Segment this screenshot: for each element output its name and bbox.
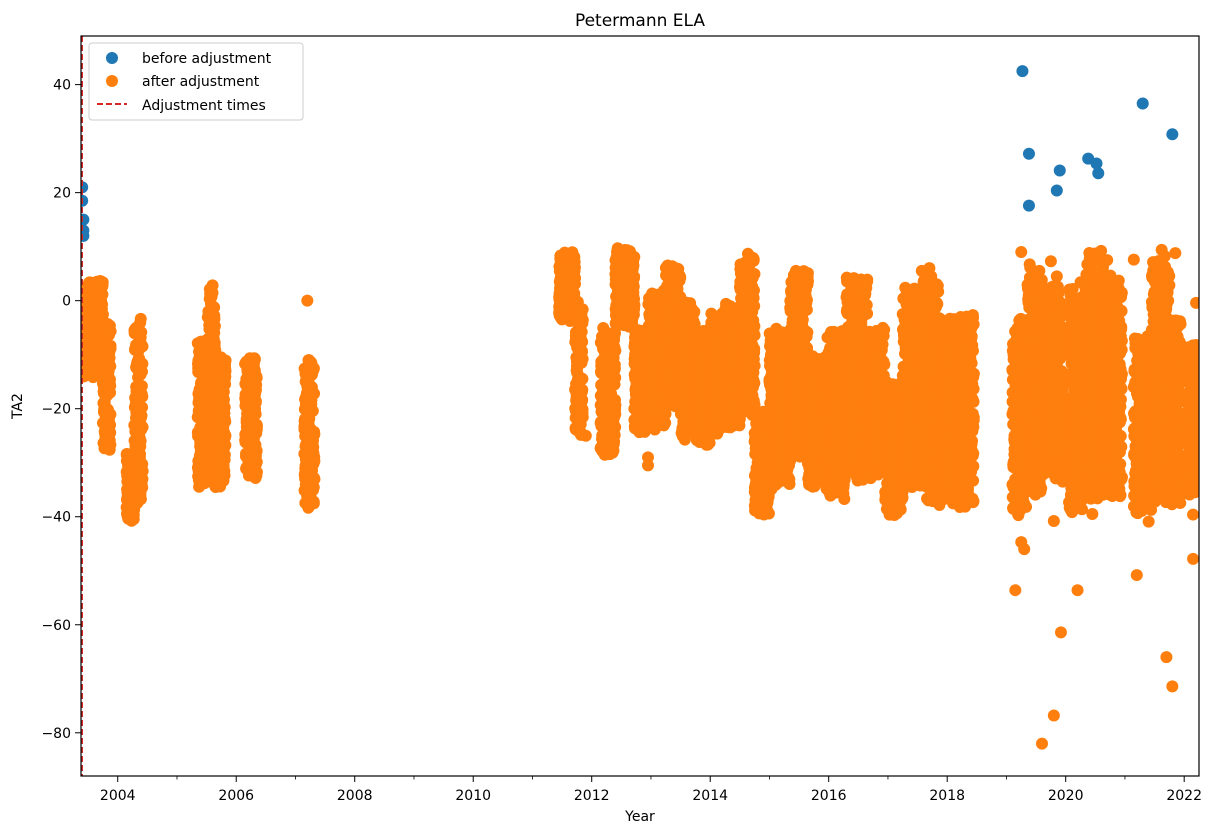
chart-title: Petermann ELA: [575, 11, 705, 31]
data-band-core: [207, 306, 216, 449]
data-point-after: [747, 253, 760, 266]
data-point-after: [248, 353, 261, 366]
data-point-after: [104, 438, 117, 451]
data-band-core: [134, 345, 143, 491]
data-point-after: [250, 466, 263, 479]
data-point-after: [576, 303, 589, 316]
data-band: [553, 246, 582, 328]
data-point-after: [206, 279, 219, 292]
data-band-core: [575, 320, 583, 425]
data-point-after: [135, 326, 148, 339]
data-band-core: [215, 374, 226, 479]
data-point-after: [307, 362, 320, 375]
data-band-core: [82, 294, 95, 374]
data-band-core: [600, 347, 616, 447]
data-point-after: [674, 271, 687, 284]
data-band: [298, 354, 321, 514]
data-band-core: [102, 337, 111, 442]
data-band: [209, 351, 232, 493]
data-point-after: [688, 305, 701, 318]
data-band: [594, 321, 622, 461]
data-band: [239, 352, 263, 484]
data-band-core: [739, 277, 755, 407]
data-band: [128, 312, 149, 510]
data-band: [96, 317, 117, 456]
data-band: [609, 242, 641, 333]
data-point-after: [801, 275, 814, 288]
data-band: [733, 247, 761, 422]
data-band-core: [245, 373, 257, 469]
data-point-after: [134, 493, 147, 506]
data-point-after: [219, 354, 232, 367]
data-point-after: [219, 365, 232, 378]
data-point-after: [307, 497, 320, 510]
data-band-core: [94, 292, 103, 359]
data-point-after: [104, 325, 117, 338]
data-point-after: [96, 276, 109, 289]
data-band-core: [304, 378, 315, 499]
data-point-after: [762, 507, 775, 520]
data-point-after: [783, 478, 796, 491]
data-point-after: [134, 312, 147, 325]
data-band-core: [615, 258, 635, 322]
